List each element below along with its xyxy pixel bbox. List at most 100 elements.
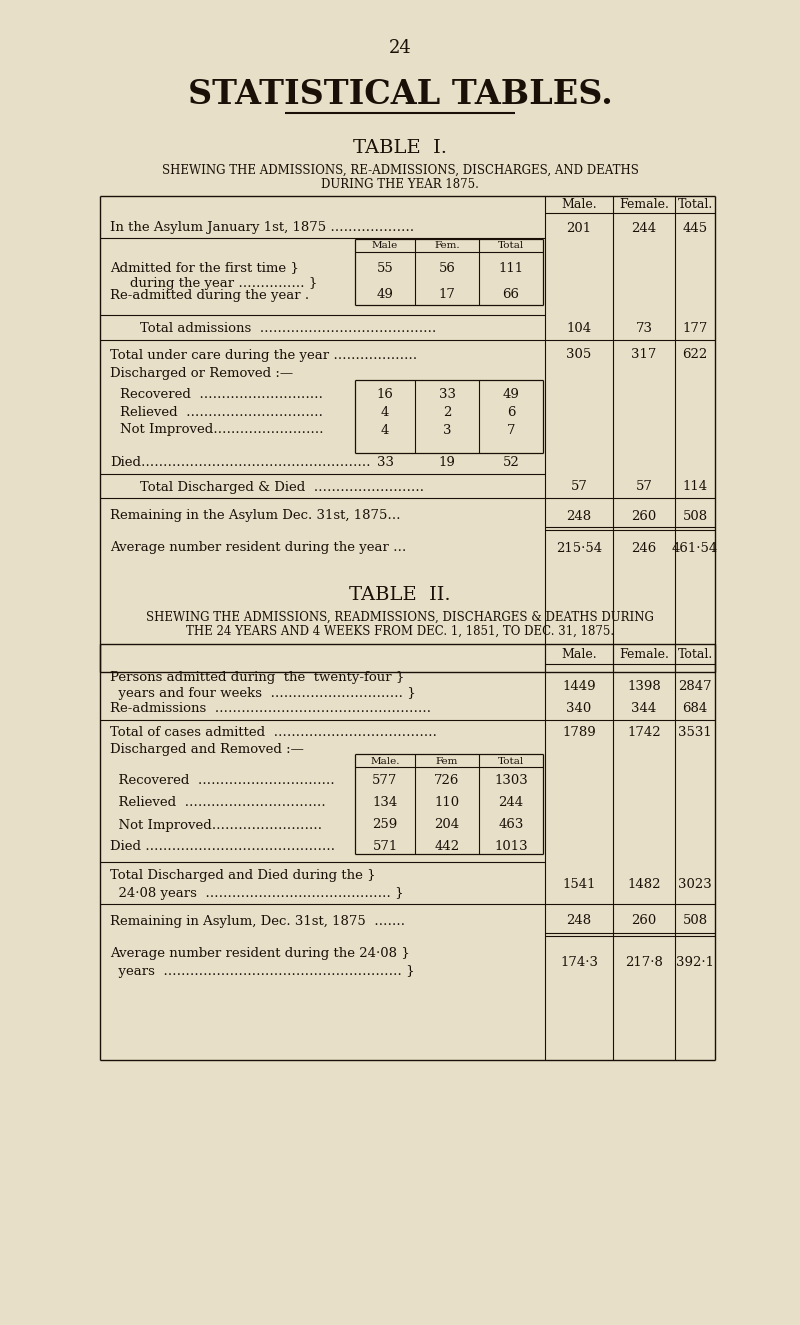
Text: 24: 24 xyxy=(389,38,411,57)
Text: Admitted for the first time }: Admitted for the first time } xyxy=(110,261,299,274)
Text: Male.: Male. xyxy=(561,648,597,661)
Text: 17: 17 xyxy=(438,289,455,302)
Text: DURING THE YEAR 1875.: DURING THE YEAR 1875. xyxy=(321,178,479,191)
Text: 177: 177 xyxy=(682,322,708,334)
Text: 111: 111 xyxy=(498,261,523,274)
Text: 104: 104 xyxy=(566,322,591,334)
Text: Total of cases admitted  ……………………………….: Total of cases admitted ………………………………. xyxy=(110,726,437,739)
Text: Discharged and Removed :—: Discharged and Removed :— xyxy=(110,742,304,755)
Text: during the year …………… }: during the year …………… } xyxy=(130,277,318,289)
Text: 201: 201 xyxy=(566,221,591,235)
Text: 244: 244 xyxy=(631,221,657,235)
Text: 1541: 1541 xyxy=(562,878,596,892)
Text: Male: Male xyxy=(372,241,398,250)
Text: 134: 134 xyxy=(372,796,398,810)
Text: Remaining in the Asylum Dec. 31st, 1875…: Remaining in the Asylum Dec. 31st, 1875… xyxy=(110,510,401,522)
Text: 726: 726 xyxy=(434,775,460,787)
Text: Male.: Male. xyxy=(561,199,597,212)
Text: 1449: 1449 xyxy=(562,680,596,693)
Text: THE 24 YEARS AND 4 WEEKS FROM DEC. 1, 1851, TO DEC. 31, 1875.: THE 24 YEARS AND 4 WEEKS FROM DEC. 1, 18… xyxy=(186,624,614,637)
Text: years and four weeks  ………………………… }: years and four weeks ………………………… } xyxy=(110,688,416,701)
Text: Discharged or Removed :—: Discharged or Removed :— xyxy=(110,367,293,379)
Text: 1398: 1398 xyxy=(627,680,661,693)
Text: 2: 2 xyxy=(443,405,451,419)
Text: Fem: Fem xyxy=(436,757,458,766)
Text: In the Asylum January 1st, 1875 ……………….: In the Asylum January 1st, 1875 ………………. xyxy=(110,221,414,235)
Text: 2847: 2847 xyxy=(678,680,712,693)
Text: 577: 577 xyxy=(372,775,398,787)
Text: 260: 260 xyxy=(631,510,657,522)
Text: TABLE  I.: TABLE I. xyxy=(353,139,447,156)
Text: 6: 6 xyxy=(506,405,515,419)
Text: 684: 684 xyxy=(682,701,708,714)
Text: 259: 259 xyxy=(372,819,398,832)
Text: Male.: Male. xyxy=(370,757,400,766)
Text: 56: 56 xyxy=(438,261,455,274)
Text: 4: 4 xyxy=(381,424,389,436)
Text: 571: 571 xyxy=(372,840,398,853)
Text: 52: 52 xyxy=(502,456,519,469)
Text: 305: 305 xyxy=(566,348,592,362)
Text: 622: 622 xyxy=(682,348,708,362)
Text: 1482: 1482 xyxy=(627,878,661,892)
Text: Average number resident during the 24·08 }: Average number resident during the 24·08… xyxy=(110,947,410,961)
Text: 3023: 3023 xyxy=(678,878,712,892)
Text: 248: 248 xyxy=(566,510,591,522)
Text: 244: 244 xyxy=(498,796,523,810)
Text: Relieved  …….…………………….: Relieved …….……………………. xyxy=(110,796,326,810)
Text: 508: 508 xyxy=(682,914,707,927)
Text: 1303: 1303 xyxy=(494,775,528,787)
Text: 1789: 1789 xyxy=(562,726,596,739)
Text: 317: 317 xyxy=(631,348,657,362)
Text: Average number resident during the year …: Average number resident during the year … xyxy=(110,542,406,554)
Text: 33: 33 xyxy=(377,456,394,469)
Text: Total.: Total. xyxy=(678,648,713,661)
Text: 340: 340 xyxy=(566,701,592,714)
Text: STATISTICAL TABLES.: STATISTICAL TABLES. xyxy=(187,78,613,111)
Text: 344: 344 xyxy=(631,701,657,714)
Text: 174·3: 174·3 xyxy=(560,957,598,970)
Text: 73: 73 xyxy=(635,322,653,334)
Text: Fem.: Fem. xyxy=(434,241,460,250)
Text: Total admissions  ………………………………….: Total admissions …………………………………. xyxy=(140,322,436,334)
Text: Remaining in Asylum, Dec. 31st, 1875  …….: Remaining in Asylum, Dec. 31st, 1875 ……. xyxy=(110,914,405,927)
Text: 4: 4 xyxy=(381,405,389,419)
Text: Female.: Female. xyxy=(619,199,669,212)
Text: 260: 260 xyxy=(631,914,657,927)
Text: Total: Total xyxy=(498,757,524,766)
Text: Died…………………………………………….: Died……………………………………………. xyxy=(110,456,370,469)
Text: years  ……………………………………………… }: years ……………………………………………… } xyxy=(110,965,414,978)
Text: Total.: Total. xyxy=(678,199,713,212)
Text: 24·08 years  …………………………………… }: 24·08 years …………………………………… } xyxy=(110,886,404,900)
Text: 461·54: 461·54 xyxy=(672,542,718,554)
Text: Total Discharged & Died  …………………….: Total Discharged & Died ……………………. xyxy=(140,481,424,493)
Text: 66: 66 xyxy=(502,289,519,302)
Text: Total under care during the year ……………….: Total under care during the year ………………. xyxy=(110,348,417,362)
Text: 3531: 3531 xyxy=(678,726,712,739)
Text: 114: 114 xyxy=(682,481,707,493)
Text: 445: 445 xyxy=(682,221,707,235)
Text: 7: 7 xyxy=(506,424,515,436)
Text: 463: 463 xyxy=(498,819,524,832)
Text: Persons admitted during  the  twenty-four }: Persons admitted during the twenty-four … xyxy=(110,670,404,684)
Text: 55: 55 xyxy=(377,261,394,274)
Text: Female.: Female. xyxy=(619,648,669,661)
Text: 215·54: 215·54 xyxy=(556,542,602,554)
Text: 246: 246 xyxy=(631,542,657,554)
Text: 57: 57 xyxy=(635,481,653,493)
Text: 508: 508 xyxy=(682,510,707,522)
Text: 442: 442 xyxy=(434,840,459,853)
Text: 33: 33 xyxy=(438,387,455,400)
Text: 49: 49 xyxy=(502,387,519,400)
Text: 3: 3 xyxy=(442,424,451,436)
Text: 57: 57 xyxy=(570,481,587,493)
Text: 248: 248 xyxy=(566,914,591,927)
Text: Recovered  ……………………….: Recovered ………………………. xyxy=(120,387,323,400)
Text: Re-admitted during the year .: Re-admitted during the year . xyxy=(110,289,309,302)
Text: SHEWING THE ADMISSIONS, READMISSIONS, DISCHARGES & DEATHS DURING: SHEWING THE ADMISSIONS, READMISSIONS, DI… xyxy=(146,611,654,624)
Text: 392·1: 392·1 xyxy=(676,957,714,970)
Text: Re-admissions  ………………………………………….: Re-admissions …………………………………………. xyxy=(110,701,431,714)
Text: TABLE  II.: TABLE II. xyxy=(349,586,451,604)
Text: Not Improved…………………….: Not Improved……………………. xyxy=(120,424,323,436)
Text: 49: 49 xyxy=(377,289,394,302)
